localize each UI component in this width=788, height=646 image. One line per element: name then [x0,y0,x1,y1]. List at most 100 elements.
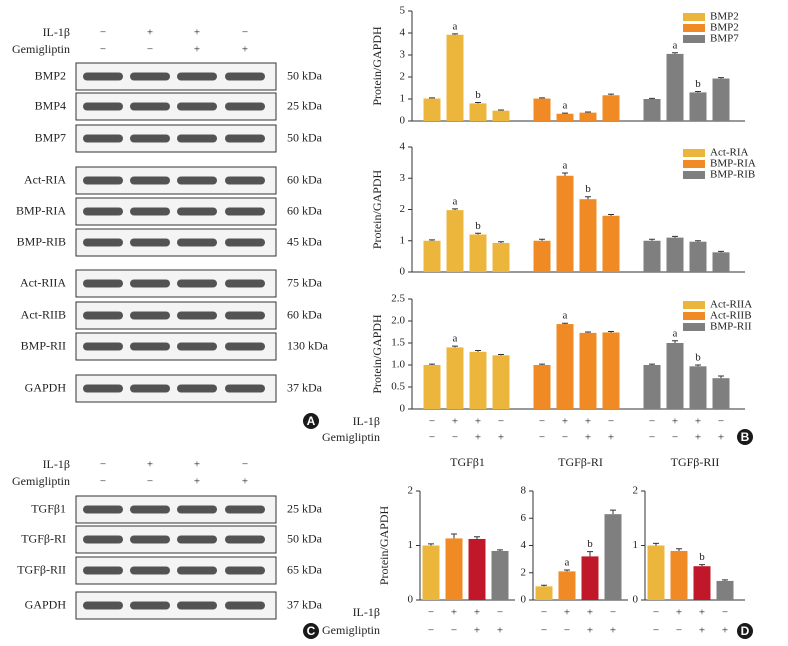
protein-label: BMP-RIA [16,203,66,217]
error-bar [429,363,435,365]
error-bar [452,33,458,35]
legend-label: BMP7 [710,33,739,45]
treatment-label: IL-1β [353,414,380,428]
treatment-sign: + [498,432,504,444]
bar [423,240,441,272]
treatment-sign: + [587,607,593,619]
band [130,238,170,247]
band [225,279,265,288]
legend-swatch [683,35,705,43]
band [225,505,265,514]
treatment-sign: + [695,416,701,428]
band-size: 75 kDa [287,275,323,289]
treatment-sign: − [610,607,616,619]
y-tick-label: 0 [400,266,406,278]
band [225,176,265,185]
protein-label: Act-RIA [24,172,66,186]
error-bar [672,340,678,343]
error-bar [653,542,659,546]
band [83,176,123,185]
y-tick-label: 2 [521,566,527,578]
y-tick-label: 4 [400,141,406,153]
treatment-sign: + [242,476,248,488]
y-tick-label: 6 [521,512,527,524]
bar [491,550,509,600]
band [177,176,217,185]
legend-swatch [683,323,705,331]
treatment-sign: + [194,476,200,488]
band-size: 45 kDa [287,234,323,248]
band [225,102,265,111]
band [225,311,265,320]
treatment-sign: − [497,607,503,619]
treatment-sign: − [428,625,434,637]
treatment-sign: + [147,459,153,471]
significance-label: a [673,39,678,51]
band [83,311,123,320]
bar [643,365,661,409]
error-bar [610,509,616,515]
error-bar [498,353,504,356]
bar [693,566,711,600]
band [130,535,170,544]
bar [604,514,622,600]
bar [556,175,574,272]
band [177,134,217,143]
chart-title: TGFβ1 [450,455,485,469]
y-tick-label: 4 [521,539,527,551]
bar [712,252,730,272]
bar [446,347,464,409]
treatment-sign: − [100,27,106,39]
band [130,566,170,575]
error-bar [672,52,678,54]
protein-label: GAPDH [25,597,67,611]
treatment-sign: + [587,625,593,637]
treatment-sign: − [451,625,457,637]
band-size: 37 kDa [287,380,323,394]
error-bar [695,240,701,242]
bar [670,550,688,600]
treatment-label: IL-1β [43,25,70,39]
error-bar [498,109,504,111]
bar [533,98,551,121]
band [225,238,265,247]
bar [602,332,620,409]
treatment-sign: + [497,625,503,637]
significance-label: a [565,557,570,569]
treatment-sign: − [718,416,724,428]
bar [492,242,510,272]
band-size: 60 kDa [287,307,323,321]
y-axis-label: Protein/GAPDH [370,314,384,394]
treatment-label: IL-1β [43,457,70,471]
legend-swatch [683,149,705,157]
y-tick-label: 1 [633,539,639,551]
y-tick-label: 3 [400,49,406,61]
band [83,102,123,111]
legend-label: Act-RIIA [710,299,752,311]
legend-label: BMP-RIA [710,158,756,170]
panel-letter: B [741,430,750,444]
bar [469,103,487,121]
error-bar [539,363,545,365]
treatment-sign: − [429,416,435,428]
significance-label: a [453,333,458,345]
error-bar [718,77,724,79]
error-bar [475,349,481,352]
treatment-sign: − [429,432,435,444]
band [130,384,170,393]
band [130,601,170,610]
y-tick-label: 1 [400,234,406,246]
treatment-sign: − [653,625,659,637]
band [83,207,123,216]
treatment-sign: + [452,416,458,428]
y-tick-label: 2 [400,71,406,83]
y-tick-label: 0 [521,594,527,606]
panel-badge [737,623,753,639]
band [130,342,170,351]
treatment-sign: + [672,416,678,428]
bar [647,545,665,600]
protein-label: TGFβ-RI [21,531,66,545]
band [83,134,123,143]
bar [423,365,441,409]
